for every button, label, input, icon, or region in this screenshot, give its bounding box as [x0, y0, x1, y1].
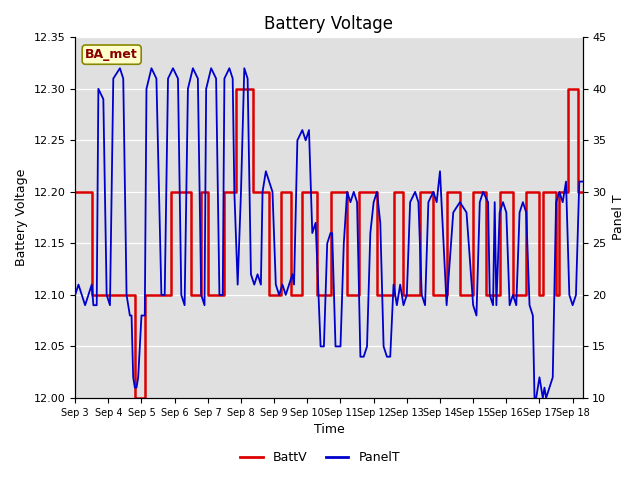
Title: Battery Voltage: Battery Voltage: [264, 15, 394, 33]
Y-axis label: Battery Voltage: Battery Voltage: [15, 169, 28, 266]
X-axis label: Time: Time: [314, 423, 344, 436]
Text: BA_met: BA_met: [85, 48, 138, 61]
Y-axis label: Panel T: Panel T: [612, 195, 625, 240]
Legend: BattV, PanelT: BattV, PanelT: [235, 446, 405, 469]
